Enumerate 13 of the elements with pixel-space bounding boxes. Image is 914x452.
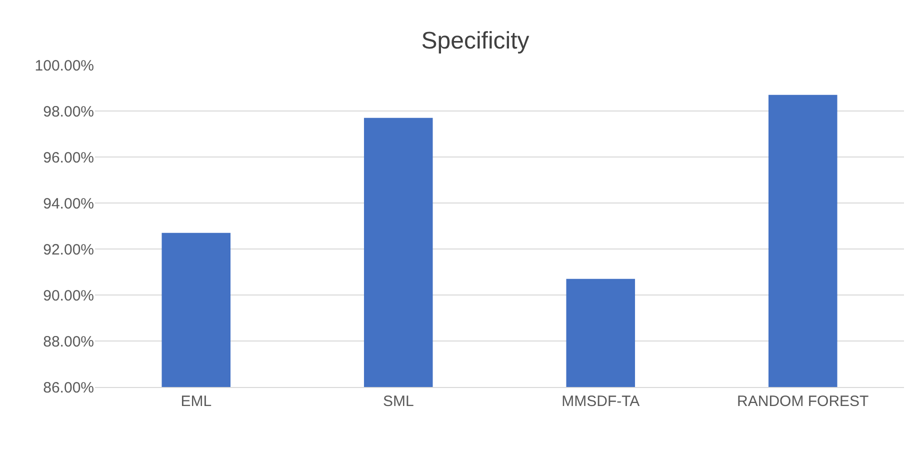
y-tick-label: 94.00% [43, 195, 94, 212]
x-tick-label: SML [382, 393, 414, 410]
y-tick-label: 96.00% [43, 149, 94, 166]
y-tick-label: 86.00% [43, 379, 94, 396]
x-tick-label: EML [180, 393, 212, 410]
x-tick-label: MMSDF-TA [562, 393, 640, 410]
y-tick-label: 92.00% [43, 241, 94, 258]
y-tick-label: 98.00% [43, 103, 94, 120]
x-tick-label: RANDOM FOREST [737, 393, 869, 410]
chart-title: Specificity [421, 27, 530, 54]
y-tick-label: 88.00% [43, 333, 94, 350]
y-tick-label: 90.00% [43, 287, 94, 304]
y-tick-label: 100.00% [34, 57, 94, 74]
